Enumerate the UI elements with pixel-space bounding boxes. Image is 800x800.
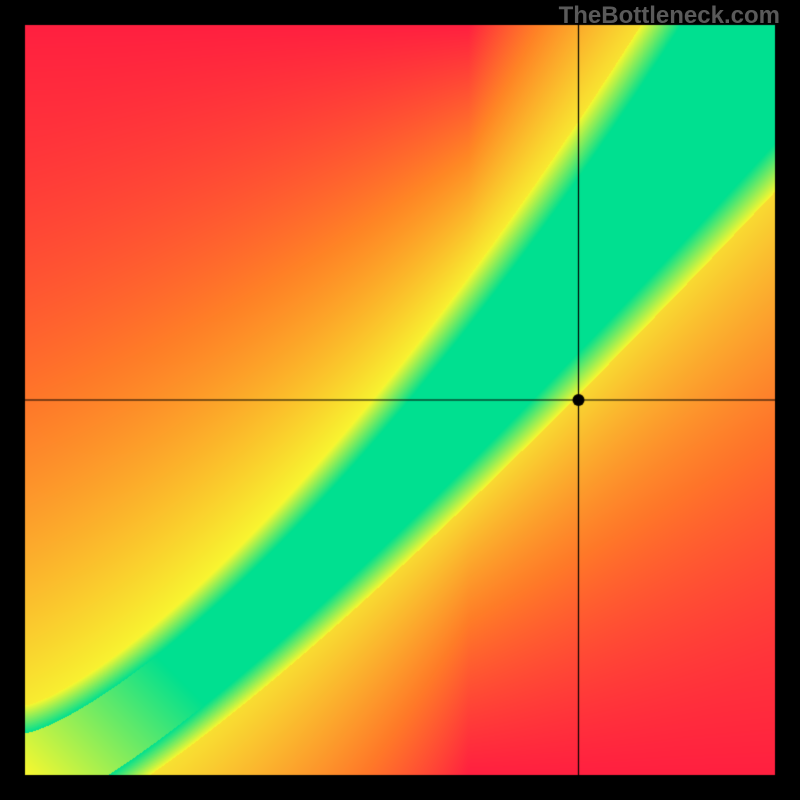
chart-container: TheBottleneck.com: [0, 0, 800, 800]
bottleneck-heatmap: [0, 0, 800, 800]
watermark-text: TheBottleneck.com: [559, 2, 780, 30]
